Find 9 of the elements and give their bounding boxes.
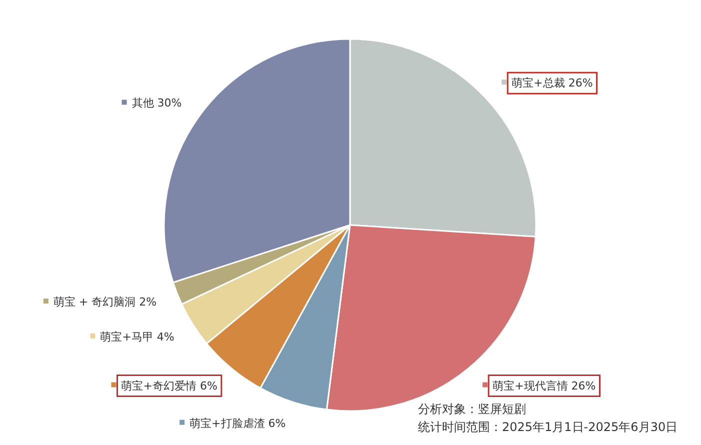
legend-label: 萌宝+现代言情 26% bbox=[492, 379, 596, 392]
text: 分析对象：竖屏短剧 bbox=[418, 402, 526, 416]
legend-label: 萌宝+打脸虐渣 6% bbox=[190, 416, 286, 430]
text: 统计时间范围：2025年1月1日-2025年6月30日 bbox=[418, 420, 678, 434]
legend-label: 萌宝+总裁 26% bbox=[512, 76, 593, 90]
legend-label: 其他 30% bbox=[132, 96, 182, 110]
legend-label: 萌宝+马甲 4% bbox=[100, 330, 174, 344]
legend-label: 萌宝+奇幻爱情 6% bbox=[121, 379, 218, 392]
legend-label: 萌宝 + 奇幻脑洞 2% bbox=[53, 296, 157, 309]
